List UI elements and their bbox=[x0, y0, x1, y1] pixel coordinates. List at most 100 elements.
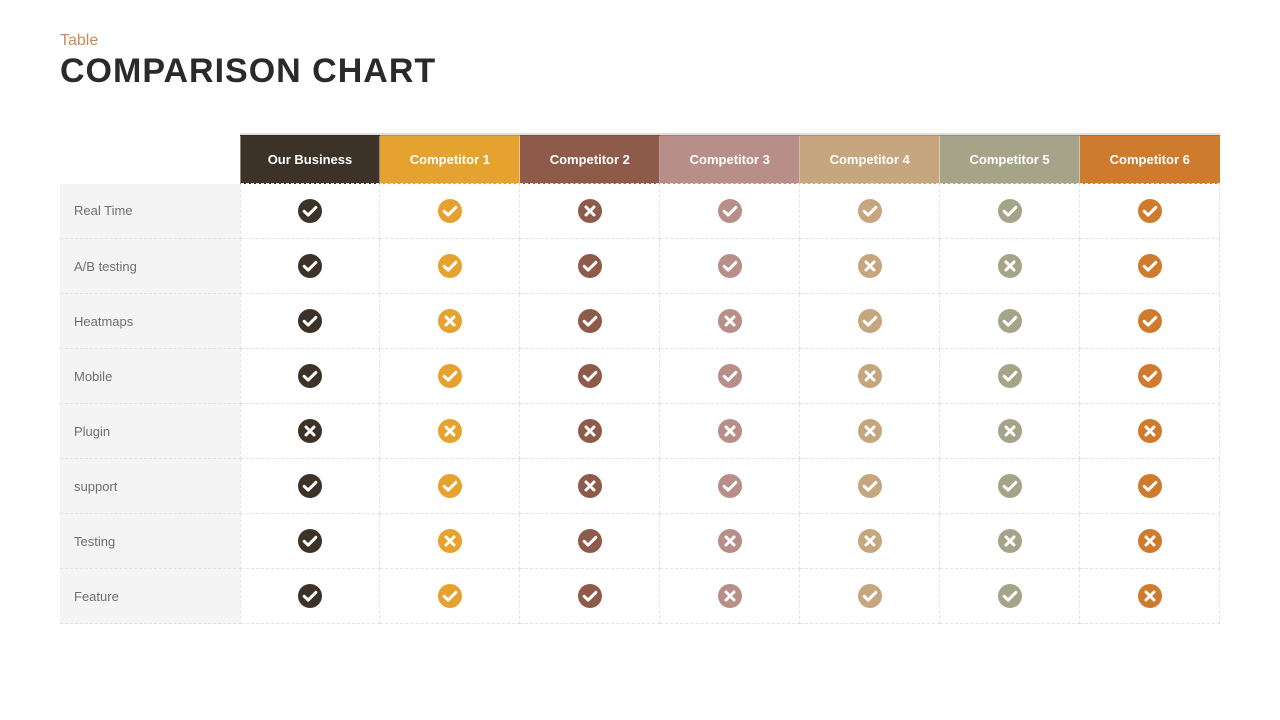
table-cell bbox=[800, 404, 940, 459]
check-icon bbox=[1138, 199, 1162, 223]
table-cell bbox=[520, 184, 660, 239]
table-cell bbox=[520, 349, 660, 404]
check-icon bbox=[298, 364, 322, 388]
cross-icon bbox=[298, 419, 322, 443]
cross-icon bbox=[718, 309, 742, 333]
check-icon bbox=[1138, 254, 1162, 278]
table-cell bbox=[240, 514, 380, 569]
table-cell bbox=[380, 459, 520, 514]
table-cell bbox=[520, 514, 660, 569]
table-cell bbox=[1080, 239, 1220, 294]
table-cell bbox=[240, 569, 380, 624]
table-cell bbox=[240, 459, 380, 514]
column-header: Competitor 2 bbox=[520, 135, 660, 184]
table-cell bbox=[1080, 349, 1220, 404]
table-header-blank bbox=[60, 135, 240, 184]
check-icon bbox=[298, 474, 322, 498]
check-icon bbox=[718, 199, 742, 223]
table-cell bbox=[940, 349, 1080, 404]
table-cell bbox=[940, 184, 1080, 239]
cross-icon bbox=[858, 419, 882, 443]
table-cell bbox=[1080, 294, 1220, 349]
table-cell bbox=[660, 459, 800, 514]
check-icon bbox=[718, 254, 742, 278]
feature-label: Testing bbox=[60, 514, 240, 569]
cross-icon bbox=[1138, 584, 1162, 608]
table-cell bbox=[1080, 459, 1220, 514]
check-icon bbox=[578, 529, 602, 553]
table-cell bbox=[660, 294, 800, 349]
table-cell bbox=[240, 239, 380, 294]
check-icon bbox=[998, 199, 1022, 223]
table-cell bbox=[380, 404, 520, 459]
table-cell bbox=[240, 294, 380, 349]
table-row: Testing bbox=[60, 514, 1220, 569]
cross-icon bbox=[578, 419, 602, 443]
cross-icon bbox=[578, 199, 602, 223]
table-row: Plugin bbox=[60, 404, 1220, 459]
table-cell bbox=[660, 569, 800, 624]
check-icon bbox=[998, 474, 1022, 498]
column-header: Competitor 4 bbox=[800, 135, 940, 184]
table-cell bbox=[660, 349, 800, 404]
cross-icon bbox=[998, 254, 1022, 278]
cross-icon bbox=[858, 529, 882, 553]
table-cell bbox=[1080, 514, 1220, 569]
check-icon bbox=[578, 309, 602, 333]
table-cell bbox=[800, 239, 940, 294]
check-icon bbox=[438, 584, 462, 608]
table-cell bbox=[1080, 404, 1220, 459]
page-title: COMPARISON CHART bbox=[60, 52, 1220, 91]
table-cell bbox=[940, 239, 1080, 294]
table-row: Real Time bbox=[60, 184, 1220, 239]
cross-icon bbox=[1138, 529, 1162, 553]
check-icon bbox=[578, 584, 602, 608]
table-row: Heatmaps bbox=[60, 294, 1220, 349]
table-cell bbox=[520, 239, 660, 294]
table-row: Feature bbox=[60, 569, 1220, 624]
feature-label: Real Time bbox=[60, 184, 240, 239]
check-icon bbox=[298, 199, 322, 223]
check-icon bbox=[298, 254, 322, 278]
table-cell bbox=[800, 294, 940, 349]
column-header: Competitor 3 bbox=[660, 135, 800, 184]
check-icon bbox=[858, 199, 882, 223]
table-cell bbox=[520, 294, 660, 349]
table-row: Mobile bbox=[60, 349, 1220, 404]
check-icon bbox=[858, 474, 882, 498]
feature-label: Plugin bbox=[60, 404, 240, 459]
cross-icon bbox=[1138, 419, 1162, 443]
column-header: Competitor 6 bbox=[1080, 135, 1220, 184]
cross-icon bbox=[718, 529, 742, 553]
check-icon bbox=[858, 584, 882, 608]
table-row: support bbox=[60, 459, 1220, 514]
check-icon bbox=[578, 364, 602, 388]
column-header: Competitor 5 bbox=[940, 135, 1080, 184]
table-cell bbox=[660, 239, 800, 294]
check-icon bbox=[718, 364, 742, 388]
table-cell bbox=[520, 569, 660, 624]
table-cell bbox=[380, 294, 520, 349]
check-icon bbox=[718, 474, 742, 498]
table-cell bbox=[240, 184, 380, 239]
table-cell bbox=[940, 404, 1080, 459]
table-cell bbox=[380, 239, 520, 294]
table-cell bbox=[940, 459, 1080, 514]
table-cell bbox=[380, 514, 520, 569]
feature-label: Feature bbox=[60, 569, 240, 624]
cross-icon bbox=[858, 364, 882, 388]
table-cell bbox=[800, 349, 940, 404]
table-row: A/B testing bbox=[60, 239, 1220, 294]
column-header: Our Business bbox=[240, 135, 380, 184]
check-icon bbox=[998, 309, 1022, 333]
check-icon bbox=[1138, 364, 1162, 388]
check-icon bbox=[1138, 474, 1162, 498]
table-cell bbox=[940, 569, 1080, 624]
check-icon bbox=[438, 254, 462, 278]
table-cell bbox=[520, 459, 660, 514]
cross-icon bbox=[998, 419, 1022, 443]
table-cell bbox=[520, 404, 660, 459]
check-icon bbox=[858, 309, 882, 333]
table-cell bbox=[800, 514, 940, 569]
comparison-table: Our BusinessCompetitor 1Competitor 2Comp… bbox=[60, 133, 1220, 624]
